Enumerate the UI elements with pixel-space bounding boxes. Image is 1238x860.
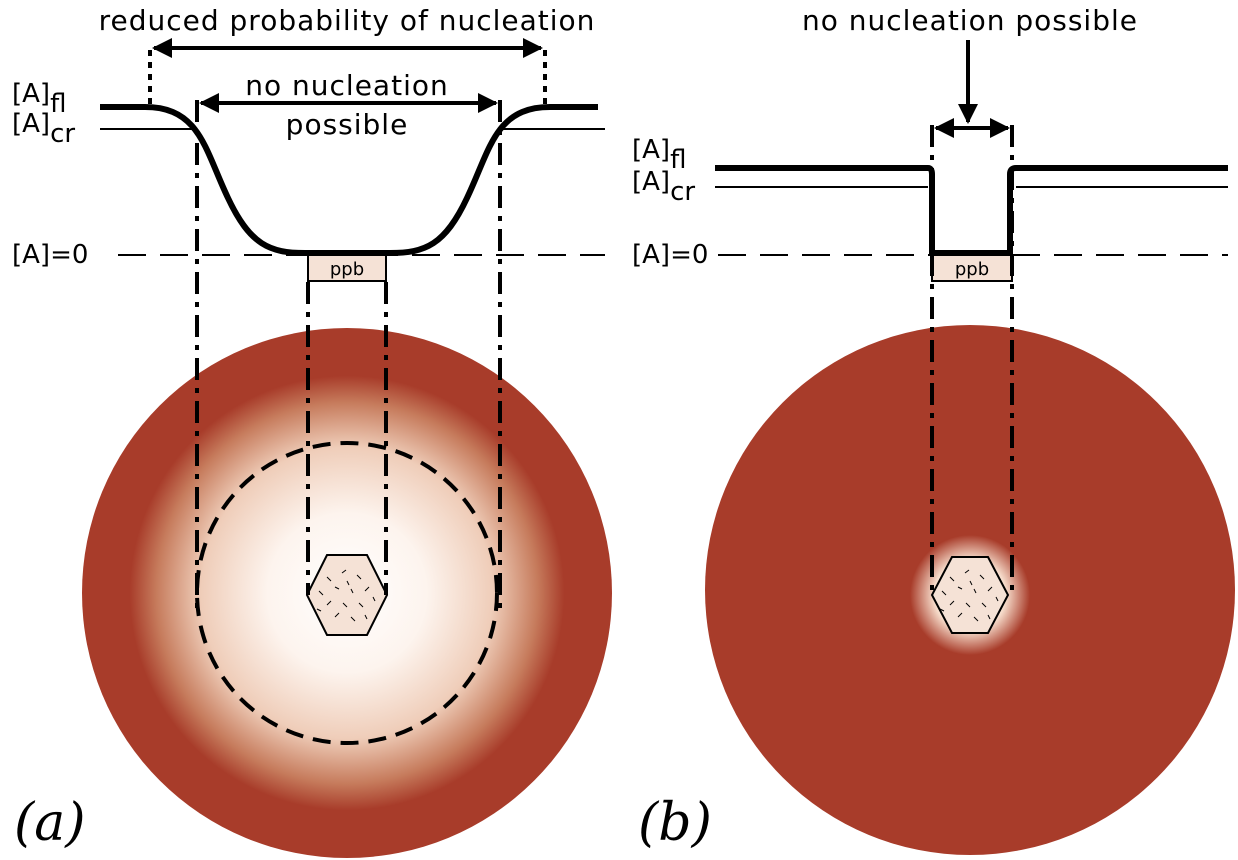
heading: reduced probability of nucleation — [99, 4, 596, 37]
label-sub: fl — [50, 89, 66, 119]
panel-label: (b) — [638, 793, 712, 853]
zero-label: [A]=0 — [12, 240, 88, 270]
panel-b: ppb no nucleation possible [A]fl [A]cr [… — [632, 4, 1235, 855]
label-sub: cr — [670, 177, 695, 207]
label-sub: cr — [50, 119, 75, 149]
heading: no nucleation possible — [802, 4, 1138, 37]
ppb-label: ppb — [955, 259, 989, 280]
annotation: no nucleation — [245, 69, 448, 102]
figure: ppb reduced probability of nucleation no… — [0, 0, 1238, 860]
label-base: [A] — [632, 167, 670, 197]
panel-a: ppb reduced probability of nucleation no… — [12, 4, 612, 858]
label-base: [A] — [12, 79, 50, 109]
zero-label: [A]=0 — [632, 240, 708, 270]
label-base: [A] — [12, 109, 50, 139]
concentration-profile — [715, 168, 1228, 253]
panel-label: (a) — [14, 793, 86, 853]
label-base: [A] — [632, 135, 670, 165]
annotation: possible — [286, 108, 409, 141]
label-sub: fl — [670, 145, 686, 175]
ppb-label: ppb — [330, 259, 364, 280]
